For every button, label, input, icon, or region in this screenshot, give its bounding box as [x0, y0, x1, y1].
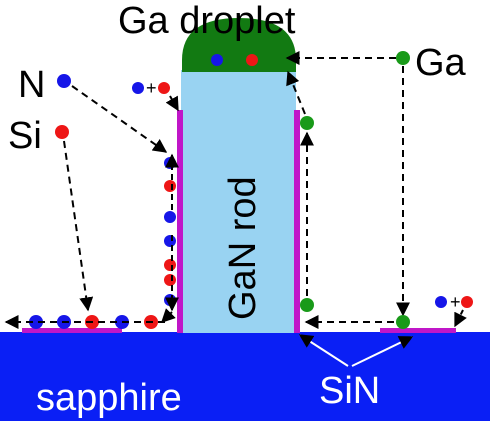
si-atom-source	[55, 125, 69, 139]
ga-atom-wall-top	[300, 116, 314, 130]
ga-atom-source	[396, 51, 410, 65]
ga-wall-to-droplet-arrow	[286, 70, 306, 115]
droplet-si-atom	[246, 54, 258, 66]
sin-wall-right	[294, 110, 300, 333]
gan-rod-label: GaN rod	[222, 176, 264, 320]
sin-label: SiN	[319, 370, 380, 412]
n-atom-source	[57, 74, 71, 88]
left-wall-atoms	[164, 157, 176, 306]
droplet-label: Ga droplet	[118, 0, 296, 42]
pair-right-plus: +	[450, 292, 461, 312]
left-surface-atoms	[29, 315, 158, 329]
ga-label: Ga	[415, 42, 467, 84]
si-label: Si	[8, 115, 42, 157]
ga-atom-wall-bottom	[300, 298, 314, 312]
pair-right-si-atom	[461, 296, 473, 308]
surface-n-atom	[29, 315, 43, 329]
wall-si-atom	[164, 274, 176, 286]
pair-left-arrow	[165, 95, 179, 112]
sin-pointer-left	[298, 334, 349, 367]
ga-atom-surface-right	[396, 315, 410, 329]
pair-left-plus: +	[146, 78, 157, 98]
pair-right-arrow	[454, 309, 467, 328]
pair-right-n-atom	[435, 296, 447, 308]
sapphire-label: sapphire	[36, 377, 182, 419]
n-label: N	[18, 64, 45, 106]
pair-left-n-atom	[132, 82, 144, 94]
sin-wall-left	[177, 110, 183, 333]
wall-to-surface-arrow	[161, 308, 176, 323]
wall-n-atom	[164, 211, 176, 223]
sin-layer-left	[22, 328, 122, 333]
gan-rod	[181, 70, 296, 333]
wall-si-atom	[164, 180, 176, 192]
ga-droplet	[182, 18, 296, 72]
si-down-arrow	[63, 140, 94, 312]
wall-n-atom	[164, 294, 176, 306]
wall-n-atom	[164, 157, 176, 169]
sin-pointer-right	[351, 336, 414, 367]
wall-si-atom	[164, 259, 176, 271]
wall-n-atom	[164, 235, 176, 247]
droplet-n-atom	[211, 54, 223, 66]
pair-left-si-atom	[158, 82, 170, 94]
sin-layer-right	[380, 328, 456, 333]
